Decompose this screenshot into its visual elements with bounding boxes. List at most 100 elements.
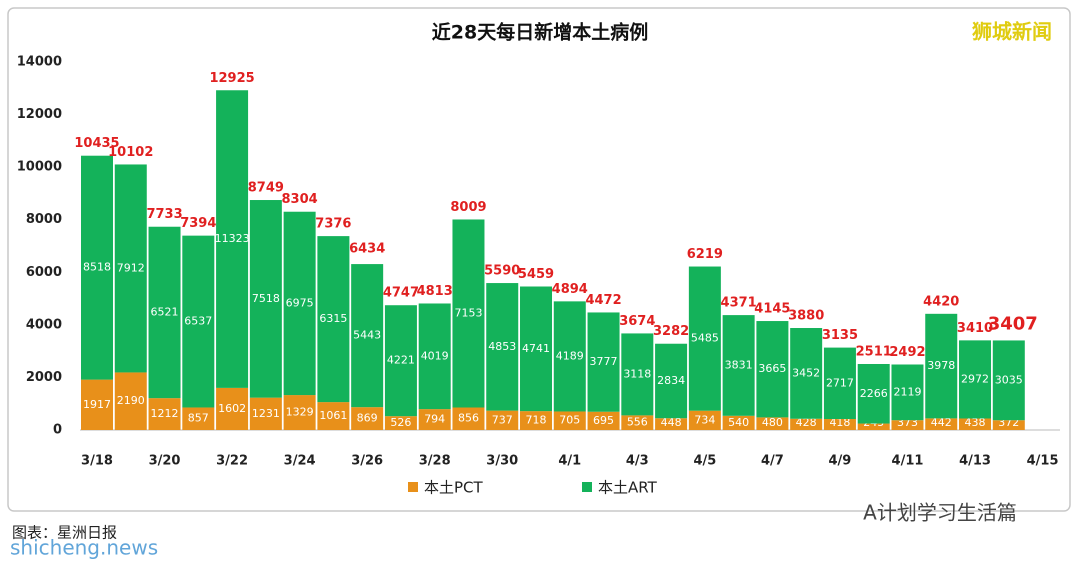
x-tick-label: 3/28 bbox=[419, 454, 451, 469]
bar-segment bbox=[823, 347, 856, 420]
total-label: 5459 bbox=[518, 267, 554, 282]
value-label: 442 bbox=[931, 416, 952, 429]
value-label: 7912 bbox=[117, 261, 145, 274]
bar-segment bbox=[925, 418, 958, 430]
bar-segment bbox=[655, 418, 688, 430]
value-label: 4853 bbox=[488, 340, 516, 353]
bar-segment bbox=[688, 266, 721, 411]
x-tick-label: 4/3 bbox=[626, 454, 649, 469]
value-label: 856 bbox=[458, 412, 479, 425]
value-label: 4189 bbox=[556, 349, 584, 362]
value-label: 6315 bbox=[319, 312, 347, 325]
bar-segment bbox=[992, 420, 1025, 430]
value-label: 1602 bbox=[218, 402, 246, 415]
y-tick-label: 4000 bbox=[26, 317, 62, 332]
bar-segment bbox=[182, 407, 215, 430]
bar-segment bbox=[756, 417, 789, 430]
bar-segment bbox=[486, 283, 519, 411]
value-label: 556 bbox=[627, 416, 648, 429]
bar-segment bbox=[621, 333, 654, 416]
value-label: 1212 bbox=[151, 407, 179, 420]
value-label: 705 bbox=[559, 414, 580, 427]
bar-segment bbox=[418, 303, 451, 410]
bar-segment bbox=[148, 226, 181, 399]
value-label: 526 bbox=[390, 416, 411, 429]
bar-segment bbox=[317, 402, 350, 430]
total-label: 5590 bbox=[484, 264, 520, 279]
value-label: 5485 bbox=[691, 332, 719, 345]
bar-segment bbox=[587, 312, 620, 412]
value-label: 1329 bbox=[286, 406, 314, 419]
bar-segment bbox=[756, 321, 789, 418]
bar-segment bbox=[81, 379, 113, 430]
x-tick-label: 3/26 bbox=[351, 454, 383, 469]
bar-segment bbox=[553, 301, 586, 412]
x-tick-label: 3/24 bbox=[284, 454, 316, 469]
total-label: 7376 bbox=[315, 217, 351, 232]
x-tick-label: 3/20 bbox=[149, 454, 181, 469]
watermark: A计划学习生活篇 bbox=[863, 501, 1017, 525]
legend-swatch bbox=[582, 482, 592, 492]
x-tick-label: 4/7 bbox=[761, 454, 784, 469]
total-label: 2492 bbox=[889, 345, 925, 360]
x-tick-label: 3/22 bbox=[216, 454, 248, 469]
value-label: 3665 bbox=[758, 362, 786, 375]
total-label: 4145 bbox=[754, 302, 790, 317]
value-label: 7518 bbox=[252, 292, 280, 305]
bar-segment bbox=[959, 340, 992, 419]
value-label: 4221 bbox=[387, 354, 415, 367]
legend-label: 本土PCT bbox=[424, 479, 484, 497]
bar-segment bbox=[283, 395, 316, 430]
value-label: 2119 bbox=[893, 385, 921, 398]
value-label: 418 bbox=[829, 416, 850, 429]
total-label: 7733 bbox=[146, 207, 182, 222]
source: 图表：星洲日报 bbox=[12, 524, 117, 542]
x-tick-label: 4/13 bbox=[959, 454, 991, 469]
value-label: 869 bbox=[357, 412, 378, 425]
bar-segment bbox=[857, 423, 890, 430]
y-tick-label: 8000 bbox=[26, 212, 62, 227]
bar-segment bbox=[351, 407, 384, 430]
bar-segment bbox=[891, 364, 924, 421]
chart-title: 近28天每日新增本土病例 bbox=[432, 21, 648, 44]
y-tick-label: 0 bbox=[53, 423, 62, 438]
total-label: 3410 bbox=[957, 321, 993, 336]
value-label: 480 bbox=[762, 416, 783, 429]
x-tick-label: 3/18 bbox=[81, 454, 113, 469]
value-label: 695 bbox=[593, 414, 614, 427]
bar-segment bbox=[114, 372, 147, 430]
bar-segment bbox=[520, 286, 553, 412]
total-label: 4371 bbox=[721, 296, 757, 311]
value-label: 3118 bbox=[623, 367, 651, 380]
bar-segment bbox=[148, 398, 181, 430]
total-label: 3282 bbox=[653, 324, 689, 339]
value-label: 2266 bbox=[860, 387, 888, 400]
bar-segment bbox=[317, 236, 350, 403]
value-label: 718 bbox=[526, 414, 547, 427]
bar-segment bbox=[722, 415, 755, 430]
value-label: 2972 bbox=[961, 372, 989, 385]
y-tick-label: 14000 bbox=[17, 55, 62, 70]
bar-segment bbox=[384, 416, 417, 430]
bar-segment bbox=[81, 155, 113, 380]
bar-segment bbox=[621, 415, 654, 430]
bar-segment bbox=[283, 211, 316, 396]
legend-label: 本土ART bbox=[598, 479, 658, 497]
value-label: 857 bbox=[188, 412, 209, 425]
value-label: 1917 bbox=[83, 398, 111, 411]
total-label: 4894 bbox=[552, 282, 588, 297]
bar-segment bbox=[249, 200, 282, 398]
total-label: 6219 bbox=[687, 247, 723, 262]
bar-segment bbox=[216, 90, 249, 388]
value-label: 7153 bbox=[454, 306, 482, 319]
value-label: 6537 bbox=[184, 315, 212, 328]
bar-segment bbox=[351, 264, 384, 408]
bar-segment bbox=[486, 410, 519, 430]
value-label: 540 bbox=[728, 416, 749, 429]
total-label: 3880 bbox=[788, 309, 824, 324]
value-label: 1061 bbox=[319, 409, 347, 422]
value-label: 6521 bbox=[151, 305, 179, 318]
bar-segment bbox=[823, 419, 856, 430]
value-label: 3978 bbox=[927, 359, 955, 372]
